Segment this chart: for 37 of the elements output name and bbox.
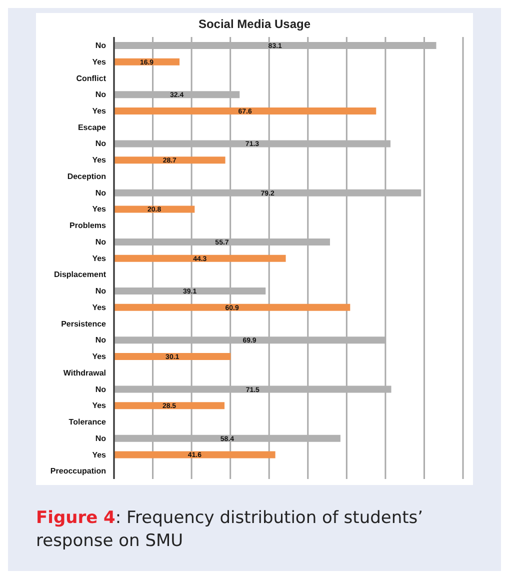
bar	[114, 156, 226, 164]
bar	[114, 254, 286, 262]
y-tick-label: Conflict	[76, 74, 106, 83]
y-tick-label: Yes	[92, 450, 107, 460]
bar	[114, 402, 225, 410]
y-tick-label: No	[95, 336, 106, 345]
y-tick-label: No	[95, 41, 106, 50]
y-tick-label: Withdrawal	[63, 368, 106, 378]
y-tick-label: Yes	[92, 352, 107, 362]
y-tick-label: No	[95, 384, 106, 394]
chart-title: Social Media Usage	[197, 17, 312, 33]
bar	[114, 107, 376, 114]
y-tick-label: Yes	[92, 156, 107, 165]
y-tick-label: Persistence	[61, 319, 107, 328]
y-tick-label: Yes	[92, 57, 107, 66]
y-tick-label: No	[95, 90, 106, 100]
y-tick-label: Yes	[92, 106, 107, 116]
y-tick-label: No	[95, 286, 106, 296]
y-tick-label: Displacement	[54, 270, 106, 280]
y-tick-label: Preoccupation	[50, 466, 106, 476]
y-tick-label: No	[95, 139, 106, 148]
y-tick-label: No	[95, 434, 106, 443]
caption: Figure 4: Frequency distribution of students’ response on SMU	[35, 507, 424, 553]
y-tick-label: Yes	[92, 254, 107, 263]
bar	[114, 353, 231, 360]
y-tick-label: Escape	[78, 122, 107, 132]
bar	[114, 304, 350, 311]
y-tick-label: Problems	[70, 221, 107, 230]
y-tick-label: No	[95, 188, 106, 198]
y-tick-label: Deception	[67, 172, 106, 181]
y-tick-label: Tolerance	[68, 418, 107, 427]
y-tick-label: Yes	[92, 302, 107, 312]
bar	[114, 451, 276, 458]
bar	[114, 206, 195, 213]
y-tick-label: Yes	[92, 204, 107, 214]
y-tick-label: Yes	[92, 401, 107, 410]
y-tick-label: No	[95, 237, 106, 246]
